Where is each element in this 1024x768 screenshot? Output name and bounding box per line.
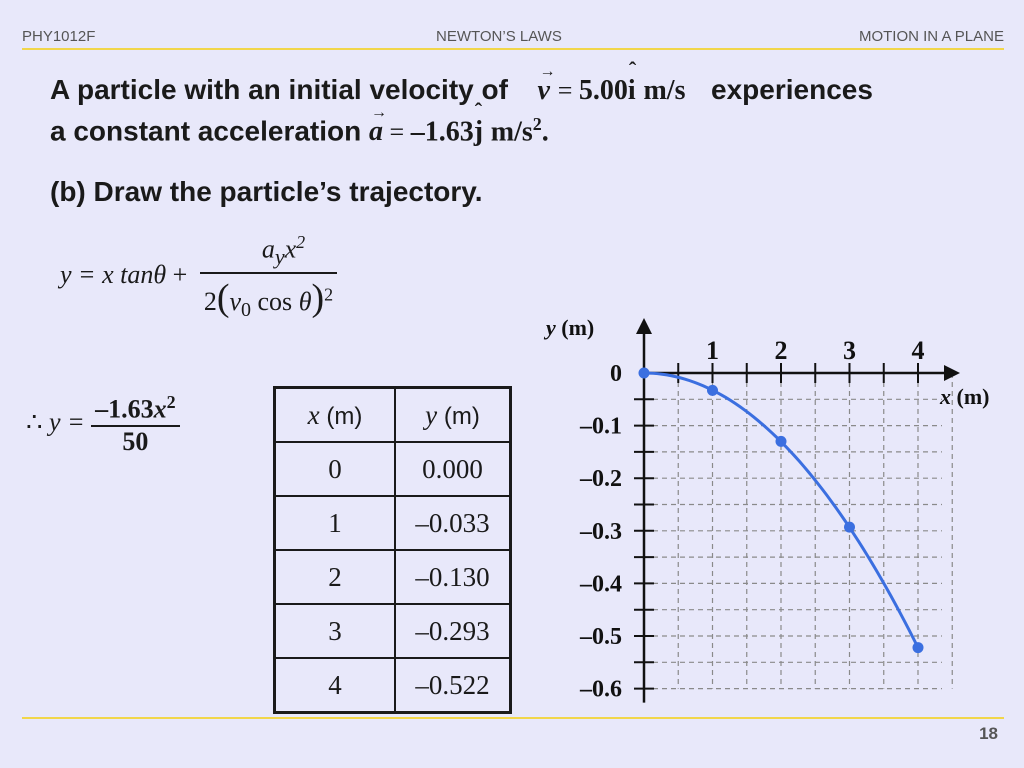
problem-line-2: a constant acceleration → a = –1.63 ˆ j m/s…	[50, 98, 549, 148]
table-header-x: x (m)	[273, 386, 396, 443]
chapter-title: NEWTON’S LAWS	[436, 28, 562, 45]
table-header-y: y (m)	[394, 386, 512, 443]
formula-lhs: y = x tan	[60, 259, 154, 289]
acceleration-period: .	[541, 116, 549, 148]
header-rule	[22, 48, 1004, 50]
formula-den-cos: cos	[257, 286, 293, 316]
formula-den-2: 2	[203, 286, 217, 316]
table-cell-y: –0.033	[394, 495, 512, 551]
velocity-symbol: → v	[537, 63, 556, 106]
formula-plus: +	[172, 259, 188, 289]
problem-text-2: a constant acceleration	[50, 115, 362, 147]
acceleration-symbol: → a	[369, 104, 388, 148]
table-cell-x: 2	[273, 549, 396, 605]
formula-den-exp: 2	[324, 284, 334, 305]
therefore-symbol: ∴	[26, 407, 43, 437]
question-part-b: (b) Draw the particle’s trajectory.	[50, 176, 483, 207]
formula-num-a: a	[261, 234, 275, 264]
table-cell-x: 0	[273, 441, 396, 497]
y-axis-arrow	[636, 318, 652, 334]
problem-text-1: A particle with an initial velocity of	[50, 74, 508, 105]
x-tick-label: 3	[843, 336, 856, 365]
footer-rule	[22, 717, 1004, 719]
formula-fraction: ayx2 2(v0 cos θ)2	[199, 232, 338, 322]
formula-num-x: x	[284, 234, 297, 264]
y-tick-label: 0	[610, 361, 622, 387]
table-row: 1 –0.033	[273, 495, 512, 551]
result-numerator: –1.63	[95, 394, 154, 424]
x-tick-label: 4	[912, 336, 925, 365]
formula-num-exp: 2	[296, 232, 306, 252]
table-cell-x: 3	[273, 603, 396, 659]
data-point	[775, 435, 787, 447]
table-row: 4 –0.522	[273, 657, 512, 714]
table-header-row: x (m) y (m)	[273, 386, 512, 443]
section-title: MOTION IN A PLANE	[858, 28, 1004, 45]
result-num-x: x	[153, 394, 167, 424]
table-row: 3 –0.293	[273, 603, 512, 659]
x-tick-label: 1	[706, 336, 719, 365]
velocity-unit: m/s	[643, 75, 686, 106]
formula-theta: θ	[153, 259, 167, 289]
table-cell-y: –0.522	[394, 657, 512, 714]
formula-den-theta: θ	[298, 286, 312, 316]
formula-den-sub: 0	[241, 299, 252, 322]
acceleration-unit: m/s	[490, 116, 533, 148]
formula-den-v: v	[229, 286, 242, 316]
table-row: 2 –0.130	[273, 549, 512, 605]
problem-line-1: A particle with an initial velocity of →…	[50, 57, 873, 106]
x-axis-label: x (m)	[939, 384, 989, 409]
formula-num-sub: y	[274, 243, 285, 269]
y-tick-label: –0.2	[579, 466, 622, 492]
result-fraction: –1.63x2 50	[91, 392, 180, 457]
data-point	[707, 384, 718, 396]
table-row: 0 0.000	[273, 441, 512, 497]
x-tick-label: 2	[775, 336, 788, 365]
data-table: x (m) y (m) 0 0.000 1 –0.033 2 –0.130 3 –0.2…	[273, 386, 512, 714]
table-cell-x: 1	[273, 495, 396, 551]
acceleration-unit-exp: 2	[532, 114, 542, 134]
y-tick-label: –0.5	[579, 624, 622, 650]
table-cell-x: 4	[273, 657, 396, 714]
data-point	[844, 521, 855, 533]
acceleration-value: –1.63	[410, 116, 474, 148]
trajectory-formula: y = x tanθ + ayx2 2(v0 cos θ)2	[60, 232, 338, 322]
x-axis-arrow	[944, 365, 960, 381]
problem-text-1-tail: experiences	[711, 74, 873, 105]
data-point	[638, 367, 650, 379]
trajectory-chart: 1 2 3 4 0 –0.1 –0.2 –0.3 –0.4 –0.5 –0.6 y (m) x (m)	[543, 315, 989, 703]
result-lhs: y =	[49, 407, 85, 437]
velocity-value: 5.00	[578, 75, 628, 106]
y-axis-label: y (m)	[543, 315, 594, 340]
result-num-exp: 2	[166, 392, 176, 412]
table-cell-y: 0.000	[394, 441, 512, 497]
y-tick-label: –0.6	[579, 677, 622, 703]
y-tick-label: –0.4	[579, 571, 622, 597]
y-tick-label: –0.1	[579, 414, 622, 440]
data-point	[912, 642, 924, 654]
course-code: PHY1012F	[22, 28, 96, 45]
table-cell-y: –0.293	[394, 603, 512, 659]
result-formula: ∴ y = –1.63x2 50	[26, 392, 180, 457]
y-tick-label: –0.3	[579, 519, 622, 545]
result-denominator: 50	[91, 424, 180, 457]
page-number: 18	[979, 724, 998, 743]
table-cell-y: –0.130	[394, 549, 512, 605]
